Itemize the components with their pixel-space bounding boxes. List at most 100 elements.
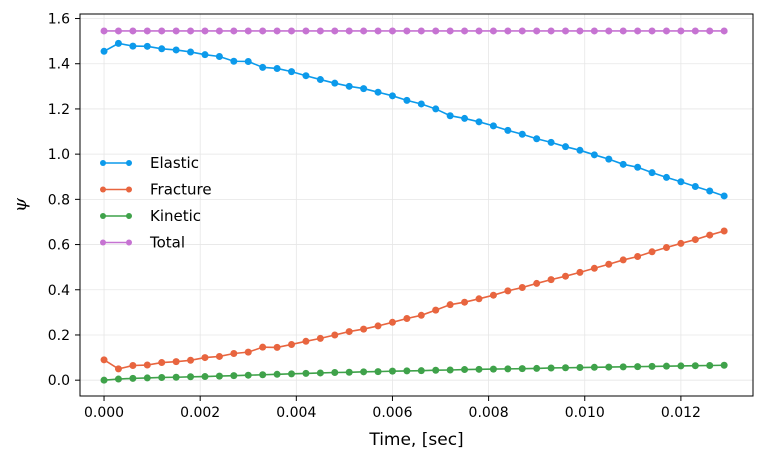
data-point — [562, 364, 570, 372]
data-point — [331, 331, 339, 339]
data-point — [114, 365, 122, 373]
data-point — [158, 359, 166, 367]
data-point — [619, 256, 627, 264]
data-point — [302, 369, 310, 377]
data-point — [100, 356, 108, 364]
data-point — [432, 366, 440, 374]
data-point — [461, 114, 469, 122]
data-point — [648, 248, 656, 256]
x-axis-label: Time, [sec] — [368, 430, 463, 450]
data-point — [143, 374, 151, 382]
data-point — [215, 27, 223, 35]
data-point — [590, 151, 598, 159]
data-point — [316, 27, 324, 35]
plot-frame — [79, 13, 754, 397]
data-point — [172, 373, 180, 381]
legend-label: Elastic — [150, 154, 199, 172]
data-point — [504, 287, 512, 295]
data-point — [201, 373, 209, 381]
data-point — [158, 45, 166, 53]
data-point — [677, 178, 685, 186]
data-point — [388, 27, 396, 35]
data-point — [461, 27, 469, 35]
data-point — [114, 27, 122, 35]
data-point — [417, 27, 425, 35]
data-point — [215, 372, 223, 380]
data-point — [129, 361, 137, 369]
y-tick-label: 1.6 — [48, 12, 70, 28]
data-point — [489, 291, 497, 299]
data-point — [230, 57, 238, 65]
data-point — [489, 122, 497, 130]
data-point — [172, 358, 180, 366]
series-kinetic — [100, 361, 728, 384]
data-point — [288, 68, 296, 76]
data-point — [461, 298, 469, 306]
data-point — [273, 343, 281, 351]
data-point — [129, 27, 137, 35]
data-point — [475, 365, 483, 373]
data-point — [533, 279, 541, 287]
data-point — [605, 363, 613, 371]
data-point — [446, 301, 454, 309]
data-point — [432, 27, 440, 35]
data-point — [706, 231, 714, 239]
data-point — [259, 343, 267, 351]
data-point — [288, 370, 296, 378]
data-point — [129, 42, 137, 50]
data-point — [677, 239, 685, 247]
data-point — [590, 363, 598, 371]
data-point — [691, 27, 699, 35]
data-point — [547, 138, 555, 146]
data-point — [302, 27, 310, 35]
data-point — [677, 27, 685, 35]
data-point — [143, 27, 151, 35]
data-point — [360, 85, 368, 93]
data-point — [403, 27, 411, 35]
data-point — [648, 169, 656, 177]
data-point — [605, 260, 613, 268]
data-point — [143, 361, 151, 369]
data-point — [244, 348, 252, 356]
data-point — [201, 27, 209, 35]
data-point — [547, 364, 555, 372]
data-point — [187, 27, 195, 35]
data-point — [547, 276, 555, 284]
x-tick-label: 0.006 — [372, 405, 412, 421]
legend-marker — [126, 239, 132, 246]
data-point — [331, 27, 339, 35]
data-point — [187, 373, 195, 381]
y-tick-label: 1.4 — [48, 57, 70, 73]
data-point — [504, 365, 512, 373]
y-tick-label: 1.2 — [48, 102, 70, 118]
series-total — [100, 27, 728, 35]
legend-marker — [126, 186, 132, 193]
data-point — [720, 227, 728, 235]
data-point — [677, 362, 685, 370]
data-point — [273, 370, 281, 378]
axis-ticks: 0.000 0.002 0.004 0.006 0.008 0.010 0.012 0.0 0.… — [48, 12, 701, 421]
series-elastic — [100, 39, 728, 200]
data-point — [691, 236, 699, 244]
data-point — [374, 88, 382, 96]
data-point — [533, 364, 541, 372]
data-point — [244, 57, 252, 65]
y-tick-label: 0.6 — [48, 238, 70, 254]
data-point — [706, 187, 714, 195]
data-point — [446, 366, 454, 374]
data-point — [316, 76, 324, 84]
data-point — [619, 160, 627, 168]
data-point — [634, 363, 642, 371]
data-point — [648, 27, 656, 35]
grid-lines — [80, 14, 753, 396]
data-point — [562, 272, 570, 280]
x-tick-label: 0.012 — [661, 405, 701, 421]
x-tick-label: 0.002 — [180, 405, 220, 421]
series-group — [100, 27, 728, 384]
data-point — [172, 46, 180, 54]
legend: Elastic Fracture Kinetic Total — [100, 154, 212, 252]
data-point — [461, 366, 469, 374]
data-point — [187, 356, 195, 364]
data-point — [619, 363, 627, 371]
legend-item-kinetic: Kinetic — [100, 207, 201, 225]
